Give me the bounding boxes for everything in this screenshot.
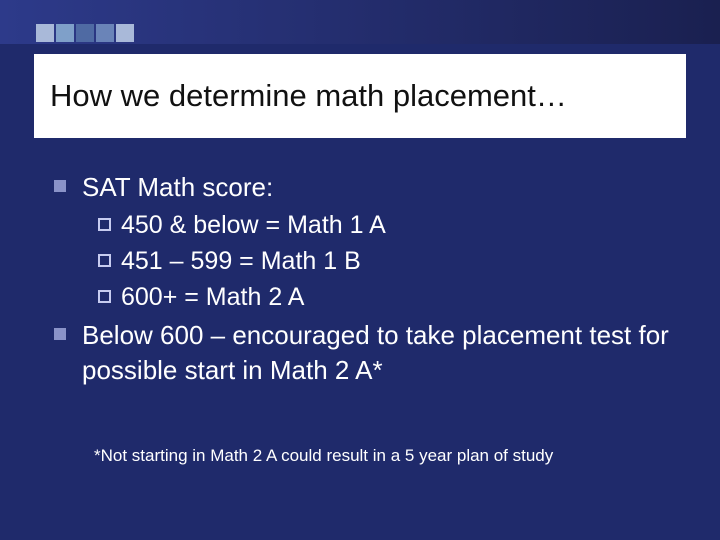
square-bullet-icon	[54, 328, 66, 340]
list-item-text: SAT Math score:	[82, 170, 273, 205]
decor-square	[56, 24, 74, 42]
slide-title: How we determine math placement…	[50, 78, 567, 114]
decor-square	[96, 24, 114, 42]
title-box: How we determine math placement…	[34, 54, 686, 138]
footnote: *Not starting in Math 2 A could result i…	[94, 446, 553, 466]
list-item: SAT Math score:	[54, 170, 680, 205]
square-bullet-icon	[54, 180, 66, 192]
decor-square	[76, 24, 94, 42]
hollow-square-bullet-icon	[98, 290, 111, 303]
decor-square	[36, 24, 54, 42]
sub-list-item-text: 600+ = Math 2 A	[121, 281, 304, 315]
sub-list-item: 600+ = Math 2 A	[98, 281, 680, 315]
list-item-text: Below 600 – encouraged to take placement…	[82, 318, 680, 388]
decor-squares	[36, 24, 134, 42]
sub-list-item: 451 – 599 = Math 1 B	[98, 245, 680, 279]
list-item: Below 600 – encouraged to take placement…	[54, 318, 680, 388]
slide: How we determine math placement… SAT Mat…	[0, 0, 720, 540]
hollow-square-bullet-icon	[98, 218, 111, 231]
sub-list-item-text: 451 – 599 = Math 1 B	[121, 245, 361, 279]
slide-content: SAT Math score: 450 & below = Math 1 A 4…	[54, 170, 680, 393]
hollow-square-bullet-icon	[98, 254, 111, 267]
decor-square	[116, 24, 134, 42]
sub-list-item: 450 & below = Math 1 A	[98, 209, 680, 243]
sub-list-item-text: 450 & below = Math 1 A	[121, 209, 386, 243]
